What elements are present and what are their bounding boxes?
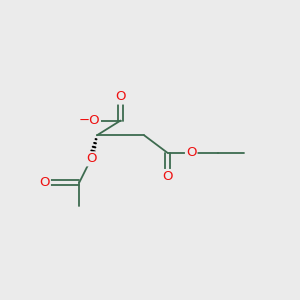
Text: −O: −O <box>78 114 100 127</box>
Text: O: O <box>39 176 50 189</box>
Text: O: O <box>186 146 196 159</box>
Text: O: O <box>115 91 126 103</box>
Text: O: O <box>162 170 173 183</box>
Text: O: O <box>86 152 96 165</box>
